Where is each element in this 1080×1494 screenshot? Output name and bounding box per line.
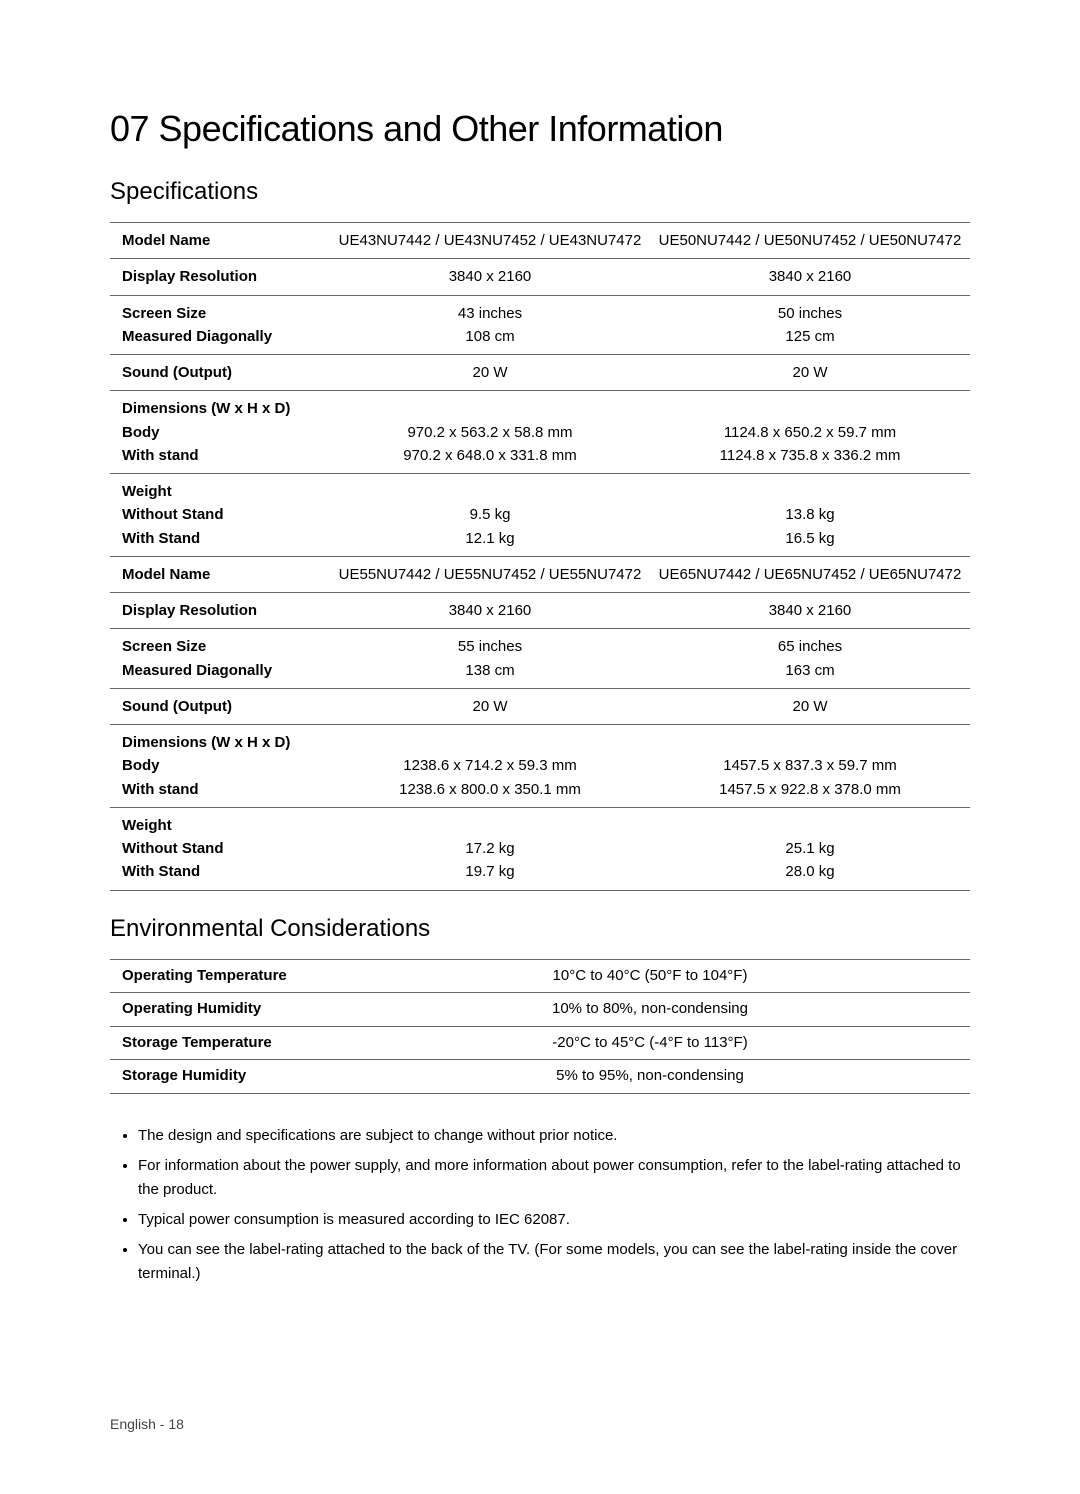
- table-row: WeightWithout StandWith Stand17.2 kg19.7…: [110, 807, 970, 890]
- spec-value: 1238.6 x 714.2 x 59.3 mm1238.6 x 800.0 x…: [330, 725, 650, 808]
- spec-label: Dimensions (W x H x D)BodyWith stand: [110, 391, 330, 474]
- table-row: Screen SizeMeasured Diagonally55 inches1…: [110, 629, 970, 689]
- notes-list: The design and specifications are subjec…: [110, 1124, 970, 1286]
- spec-value: 3840 x 2160: [330, 593, 650, 629]
- table-row: Operating Humidity10% to 80%, non-conden…: [110, 993, 970, 1027]
- spec-value: 1457.5 x 837.3 x 59.7 mm1457.5 x 922.8 x…: [650, 725, 970, 808]
- environmental-table: Operating Temperature10°C to 40°C (50°F …: [110, 959, 970, 1094]
- spec-value: 1124.8 x 650.2 x 59.7 mm1124.8 x 735.8 x…: [650, 391, 970, 474]
- env-value: 10% to 80%, non-condensing: [330, 993, 970, 1027]
- table-row: Display Resolution3840 x 21603840 x 2160: [110, 259, 970, 295]
- env-value: -20°C to 45°C (-4°F to 113°F): [330, 1026, 970, 1060]
- spec-label: Display Resolution: [110, 259, 330, 295]
- spec-value: 3840 x 2160: [330, 259, 650, 295]
- table-row: Sound (Output)20 W20 W: [110, 355, 970, 391]
- spec-label: Sound (Output): [110, 688, 330, 724]
- table-row: Screen SizeMeasured Diagonally43 inches1…: [110, 295, 970, 355]
- table-row: Storage Humidity5% to 95%, non-condensin…: [110, 1060, 970, 1094]
- table-row: Display Resolution3840 x 21603840 x 2160: [110, 593, 970, 629]
- table-row: Model NameUE55NU7442 / UE55NU7452 / UE55…: [110, 556, 970, 592]
- spec-value: 25.1 kg28.0 kg: [650, 807, 970, 890]
- table-row: WeightWithout StandWith Stand9.5 kg12.1 …: [110, 474, 970, 557]
- spec-label: Dimensions (W x H x D)BodyWith stand: [110, 725, 330, 808]
- spec-value: 20 W: [650, 688, 970, 724]
- note-item: Typical power consumption is measured ac…: [138, 1208, 970, 1232]
- table-row: Sound (Output)20 W20 W: [110, 688, 970, 724]
- spec-value: 20 W: [330, 688, 650, 724]
- environmental-heading: Environmental Considerations: [110, 915, 970, 943]
- spec-value: 970.2 x 563.2 x 58.8 mm970.2 x 648.0 x 3…: [330, 391, 650, 474]
- table-row: Model NameUE43NU7442 / UE43NU7452 / UE43…: [110, 223, 970, 259]
- env-label: Storage Temperature: [110, 1026, 330, 1060]
- note-item: The design and specifications are subjec…: [138, 1124, 970, 1148]
- spec-value: 43 inches108 cm: [330, 295, 650, 355]
- spec-label: Display Resolution: [110, 593, 330, 629]
- table-row: Storage Temperature-20°C to 45°C (-4°F t…: [110, 1026, 970, 1060]
- env-label: Storage Humidity: [110, 1060, 330, 1094]
- spec-value: UE55NU7442 / UE55NU7452 / UE55NU7472: [330, 556, 650, 592]
- spec-label: WeightWithout StandWith Stand: [110, 474, 330, 557]
- page-footer: English - 18: [110, 1416, 970, 1432]
- table-row: Operating Temperature10°C to 40°C (50°F …: [110, 959, 970, 993]
- table-row: Dimensions (W x H x D)BodyWith stand970.…: [110, 391, 970, 474]
- spec-value: 55 inches138 cm: [330, 629, 650, 689]
- spec-value: 17.2 kg19.7 kg: [330, 807, 650, 890]
- spec-label: WeightWithout StandWith Stand: [110, 807, 330, 890]
- note-item: You can see the label-rating attached to…: [138, 1238, 970, 1286]
- spec-label: Sound (Output): [110, 355, 330, 391]
- env-value: 5% to 95%, non-condensing: [330, 1060, 970, 1094]
- spec-value: 20 W: [330, 355, 650, 391]
- spec-value: 9.5 kg12.1 kg: [330, 474, 650, 557]
- env-label: Operating Humidity: [110, 993, 330, 1027]
- spec-label: Screen SizeMeasured Diagonally: [110, 295, 330, 355]
- env-value: 10°C to 40°C (50°F to 104°F): [330, 959, 970, 993]
- specifications-heading: Specifications: [110, 178, 970, 206]
- note-item: For information about the power supply, …: [138, 1154, 970, 1202]
- spec-value: 3840 x 2160: [650, 593, 970, 629]
- spec-value: 3840 x 2160: [650, 259, 970, 295]
- specifications-table: Model NameUE43NU7442 / UE43NU7452 / UE43…: [110, 222, 970, 891]
- env-label: Operating Temperature: [110, 959, 330, 993]
- spec-value: UE65NU7442 / UE65NU7452 / UE65NU7472: [650, 556, 970, 592]
- spec-value: 65 inches163 cm: [650, 629, 970, 689]
- spec-value: 50 inches125 cm: [650, 295, 970, 355]
- spec-value: 20 W: [650, 355, 970, 391]
- table-row: Dimensions (W x H x D)BodyWith stand1238…: [110, 725, 970, 808]
- spec-label: Model Name: [110, 223, 330, 259]
- spec-value: UE43NU7442 / UE43NU7452 / UE43NU7472: [330, 223, 650, 259]
- spec-value: 13.8 kg16.5 kg: [650, 474, 970, 557]
- spec-label: Screen SizeMeasured Diagonally: [110, 629, 330, 689]
- spec-label: Model Name: [110, 556, 330, 592]
- spec-value: UE50NU7442 / UE50NU7452 / UE50NU7472: [650, 223, 970, 259]
- page-title: 07 Specifications and Other Information: [110, 108, 970, 150]
